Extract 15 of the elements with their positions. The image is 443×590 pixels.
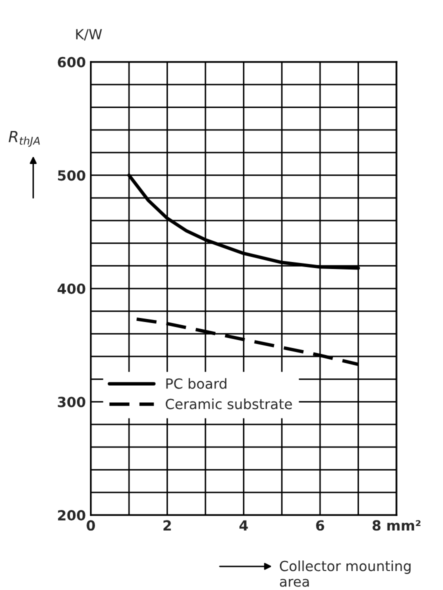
y-tick-label: 300 (58, 396, 86, 408)
legend-label: PC board (166, 378, 226, 389)
x-tick-label: 8 mm² (372, 520, 420, 531)
y-tick-label: 400 (58, 283, 86, 294)
x-tick-label: 2 (164, 520, 171, 530)
x-tick-label: 0 (86, 520, 95, 531)
legend-label: Ceramic substrate (166, 398, 292, 410)
y-axis-title: R$_{thJA}$ (8, 131, 40, 147)
y-tick-label: 200 (58, 510, 86, 521)
y-tick-label: 600 (58, 56, 86, 68)
y-tick-label: 500 (58, 170, 86, 181)
x-tick-label: 6 (316, 520, 324, 531)
text: K/W (76, 29, 102, 41)
x-axis-title: Collector mounting area (280, 560, 411, 587)
x-tick-label: 4 (239, 520, 248, 530)
